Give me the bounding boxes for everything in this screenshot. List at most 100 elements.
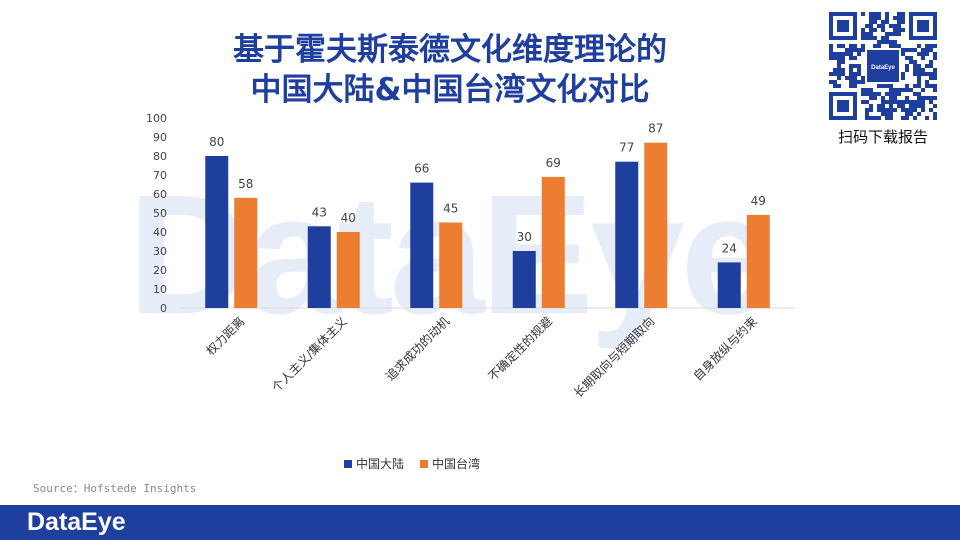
qr-module (905, 108, 909, 112)
qr-module (933, 72, 937, 76)
qr-module (833, 56, 837, 60)
qr-module (837, 52, 841, 56)
qr-module (905, 116, 909, 120)
qr-module (861, 44, 865, 48)
qr-module (857, 80, 861, 84)
qr-module (905, 112, 909, 116)
qr-module (837, 68, 841, 72)
qr-module (829, 80, 833, 84)
qr-module (861, 12, 865, 16)
qr-module (889, 112, 893, 116)
qr-module (929, 108, 933, 112)
qr-module (901, 28, 905, 32)
qr-module (921, 72, 925, 76)
qr-module (897, 92, 901, 96)
data-label: 69 (546, 156, 561, 170)
qr-module (885, 92, 889, 96)
qr-module (901, 88, 905, 92)
qr-module (897, 12, 901, 16)
qr-module (889, 108, 893, 112)
qr-module (889, 104, 893, 108)
qr-module (873, 12, 877, 16)
qr-module (909, 56, 913, 60)
qr-module (881, 112, 885, 116)
qr-module (917, 92, 921, 96)
legend-item-taiwan: 中国台湾 (420, 455, 480, 472)
bar-taiwan (234, 197, 258, 308)
qr-module (865, 32, 869, 36)
qr-module (873, 96, 877, 100)
qr-module (845, 48, 849, 52)
qr-module (897, 100, 901, 104)
qr-module (829, 52, 833, 56)
bar-mainland (205, 156, 229, 308)
qr-module (833, 52, 837, 56)
qr-module (881, 36, 885, 40)
qr-module (913, 108, 917, 112)
qr-module (861, 100, 865, 104)
data-label: 58 (238, 177, 253, 191)
y-tick-label: 50 (153, 207, 167, 220)
qr-module (829, 72, 833, 76)
qr-module (893, 16, 897, 20)
qr-module (837, 84, 841, 88)
qr-module (893, 28, 897, 32)
qr-module (925, 64, 929, 68)
qr-code[interactable]: DataEye (829, 12, 937, 120)
qr-module (865, 24, 869, 28)
qr-module (885, 100, 889, 104)
x-tick-label: 权力距离 (203, 314, 248, 359)
qr-module (877, 24, 881, 28)
qr-module (881, 84, 885, 88)
qr-module (909, 48, 913, 52)
qr-module (869, 104, 873, 108)
y-tick-label: 60 (153, 188, 167, 201)
data-label: 24 (722, 241, 737, 255)
qr-module (905, 64, 909, 68)
qr-module (865, 108, 869, 112)
qr-module (869, 28, 873, 32)
qr-module (893, 100, 897, 104)
qr-module (897, 44, 901, 48)
qr-module (917, 72, 921, 76)
x-tick-label: 个人主义/集体主义 (269, 314, 350, 395)
qr-module (933, 52, 937, 56)
qr-module (929, 76, 933, 80)
qr-module (889, 84, 893, 88)
qr-module (921, 100, 925, 104)
bar-taiwan (644, 142, 668, 308)
qr-center-text: DataEye (871, 65, 895, 71)
qr-module (901, 72, 905, 76)
qr-module (921, 108, 925, 112)
qr-module (865, 100, 869, 104)
qr-module (877, 12, 881, 16)
qr-module (897, 24, 901, 28)
qr-finder-inner (837, 20, 849, 32)
qr-module (881, 24, 885, 28)
qr-module (877, 104, 881, 108)
qr-finder-inner (837, 100, 849, 112)
qr-module (901, 12, 905, 16)
qr-module (925, 48, 929, 52)
qr-module (929, 100, 933, 104)
qr-module (933, 44, 937, 48)
qr-module (917, 84, 921, 88)
qr-module (905, 96, 909, 100)
qr-module (933, 96, 937, 100)
qr-module (833, 68, 837, 72)
qr-module (933, 76, 937, 80)
qr-module (909, 100, 913, 104)
qr-module (905, 48, 909, 52)
qr-module (869, 36, 873, 40)
qr-module (837, 60, 841, 64)
qr-module (901, 52, 905, 56)
qr-module (889, 88, 893, 92)
qr-module (921, 96, 925, 100)
qr-module (829, 44, 833, 48)
qr-module (929, 48, 933, 52)
qr-module (933, 56, 937, 60)
qr-module (865, 92, 869, 96)
x-tick-label: 不确定性的规避 (485, 314, 555, 384)
chart-title-line1: 基于霍夫斯泰德文化维度理论的 (233, 32, 667, 68)
